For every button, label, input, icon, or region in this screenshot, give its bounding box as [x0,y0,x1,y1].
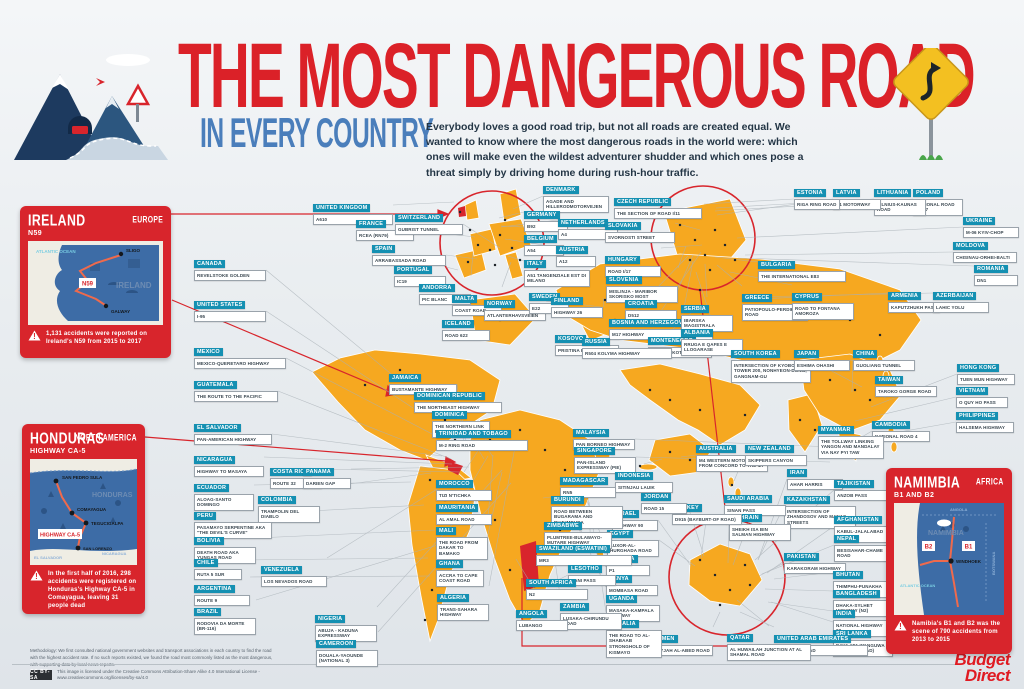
inset-road-subtitle: N59 [28,230,43,237]
ireland-inset-map: N59 ATLANTIC OCEAN IRELAND SLIGO GALWAY [28,241,163,325]
warning-triangle-icon: ! [894,620,907,631]
winding-road-sign-icon [893,48,969,160]
mountain-road-illustration-icon [14,54,168,160]
el-salvador-label: EL SALVADOR [34,555,62,560]
continents [311,188,922,643]
inset-region-tag: EUROPE [132,215,163,225]
page-title: THE MOST DANGEROUS ROAD [178,25,976,127]
license-text: This image is licensed under the Creativ… [57,669,260,681]
b1-road-flag: B1 [965,545,973,551]
inset-country-title: IRELAND [28,211,86,230]
galway-label: GALWAY [111,309,130,314]
inset-card-namibia: NAMIMBIA B1 AND B2 AFRICA B2 B1 WINDHOEK… [886,468,1012,654]
b2-road-flag: B2 [925,545,933,551]
budget-direct-logo: Budget Direct [954,650,1011,685]
sligo-label: SLIGO [126,248,141,253]
inset-road-subtitle: HIGHWAY CA-5 [30,448,86,455]
inset-country-title: NAMIMBIA [894,473,961,492]
inset-caption-text: In the first half of 2016, 298 accidents… [48,571,137,610]
warning-triangle-icon: ! [30,570,43,581]
angola-label: ANGOLA [950,507,967,512]
svg-text:!: ! [899,622,902,631]
honduras-inset-map: HIGHWAY CA-5 SAN PEDRO SULA COMAYAGUA TE… [30,459,137,565]
footer-divider [12,664,956,665]
ireland-road-flag: N59 [82,282,94,288]
intro-paragraph: Everybody loves a good road trip, but no… [426,121,804,179]
inset-road-subtitle: B1 AND B2 [894,492,935,499]
warning-triangle-icon: ! [28,330,41,341]
inset-region-tag: NORTH AMERICA [75,433,137,443]
tegucigalpa-label: TEGUCIGALPA [91,521,124,526]
namibia-inset-map: B2 B1 WINDHOEK NAMIMBIA ANGOLA BOTSWANA … [894,503,1004,615]
botswana-label: BOTSWANA [991,552,996,575]
page-subtitle: IN EVERY COUNTRY [200,109,434,156]
svg-text:!: ! [33,332,36,341]
namibia-label: NAMIMBIA [928,530,964,537]
inset-caption-text: 1,131 accidents were reported on Ireland… [46,331,148,346]
ireland-label: IRELAND [116,281,152,290]
inset-region-tag: AFRICA [976,477,1004,487]
inset-card-honduras: HONDURAS HIGHWAY CA-5 NORTH AMERICA HIGH… [22,424,145,614]
inset-country-title: HONDURAS [30,429,105,448]
windhoek-label: WINDHOEK [956,559,982,564]
ocean-label: ATLANTIC OCEAN [36,249,76,254]
inset-caption-text: Namibia's B1 and B2 was the scene of 790… [912,621,1001,644]
inset-card-ireland: IRELAND N59 EUROPE N59 ATLANTIC OCEAN IR… [20,206,171,358]
ocean-label: ATLANTIC OCEAN [900,583,935,588]
svg-text:!: ! [35,572,38,581]
honduras-road-flag: HIGHWAY CA-5 [40,533,80,539]
brand-line-2: Direct [964,665,1011,685]
san-pedro-sula-label: SAN PEDRO SULA [62,475,103,480]
san-lorenzo-label: SAN LORENZO [83,546,112,551]
nicaragua-label: NICARAGUA [102,551,127,556]
brand-line-1: Budget [954,650,1010,669]
comayagua-label: COMAYAGUA [77,507,107,512]
honduras-label: HONDURAS [92,492,133,499]
cc-license-icon: CC BY-SA [30,669,52,681]
